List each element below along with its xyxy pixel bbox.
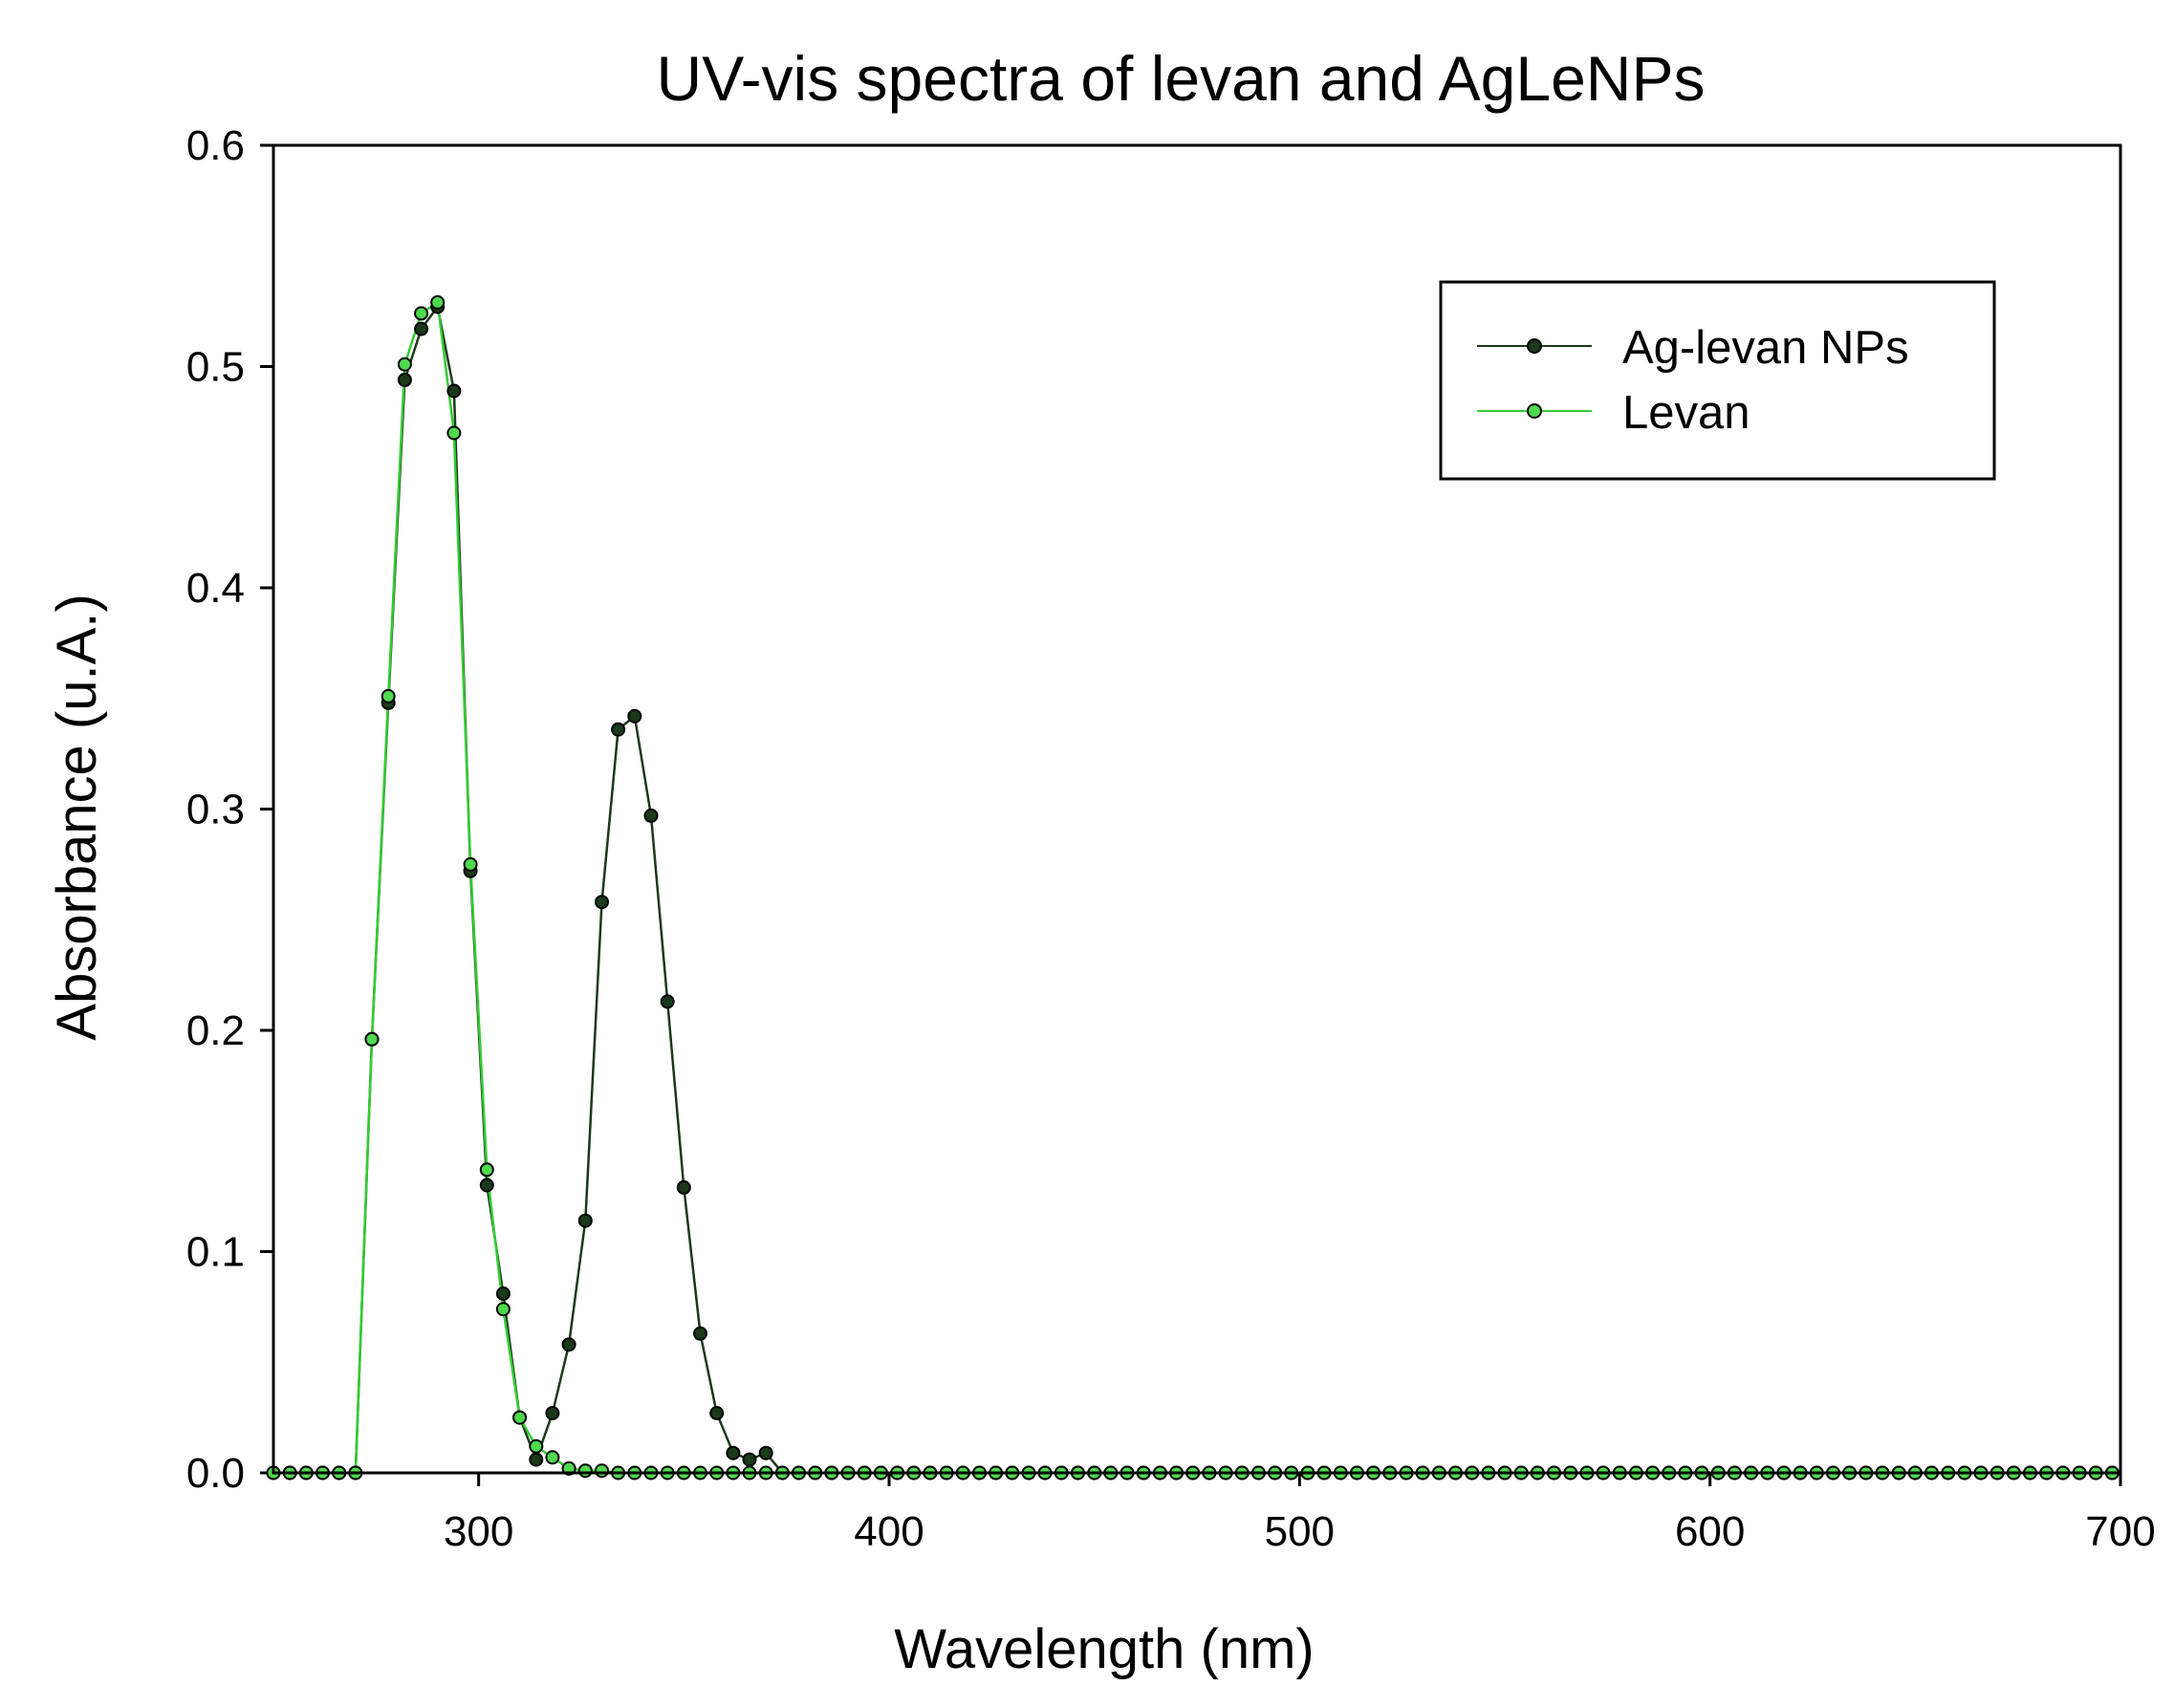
data-point	[446, 383, 462, 399]
data-point	[561, 1337, 576, 1352]
data-point	[446, 425, 462, 441]
data-point	[430, 294, 446, 310]
y-tick-label: 0.0	[186, 1450, 245, 1497]
data-point	[364, 1031, 380, 1047]
legend: Ag-levan NPs Levan	[1439, 280, 1996, 481]
y-tick-label: 0.6	[186, 122, 245, 169]
data-point	[595, 895, 609, 910]
legend-label-levan: Levan	[1622, 387, 1750, 439]
data-point	[577, 1463, 593, 1479]
data-point	[397, 372, 412, 387]
data-point	[758, 1445, 773, 1460]
data-point	[627, 708, 642, 724]
x-tick-label: 600	[1675, 1508, 1745, 1555]
data-point	[726, 1445, 741, 1460]
data-point	[414, 321, 429, 336]
data-point	[529, 1438, 544, 1454]
x-tick-label: 500	[1265, 1508, 1335, 1555]
data-point	[709, 1406, 725, 1420]
data-point	[545, 1406, 560, 1420]
data-point	[643, 808, 659, 823]
plot-area-frame	[272, 143, 2122, 1475]
data-point	[414, 306, 429, 321]
x-tick-label: 400	[854, 1508, 924, 1555]
x-axis-title: Wavelength (nm)	[894, 1618, 1314, 1680]
data-point	[479, 1178, 494, 1193]
y-tick-label: 0.1	[186, 1229, 245, 1276]
y-tick-label: 0.3	[186, 787, 245, 833]
legend-label-ag-levan: Ag-levan NPs	[1622, 322, 1909, 374]
data-point	[693, 1326, 707, 1341]
data-point	[479, 1162, 494, 1178]
data-point	[742, 1452, 757, 1467]
data-point	[577, 1213, 593, 1228]
data-point	[495, 1286, 511, 1301]
x-tick-label: 300	[444, 1508, 513, 1555]
data-point	[397, 357, 412, 372]
x-tick-label: 700	[2085, 1508, 2155, 1555]
legend-marker-levan	[1527, 403, 1542, 419]
data-point	[495, 1302, 511, 1317]
data-point	[545, 1450, 560, 1465]
y-axis-title: Absorbance (u.A.)	[46, 594, 108, 1040]
data-point	[512, 1410, 528, 1425]
legend-marker-ag-levan	[1527, 338, 1542, 354]
legend-box	[1439, 280, 1996, 481]
data-point	[529, 1452, 544, 1467]
y-tick-label: 0.2	[186, 1007, 245, 1054]
data-point	[660, 994, 675, 1009]
y-tick-label: 0.4	[186, 565, 245, 612]
data-point	[380, 688, 396, 703]
axis-ticks: 300 400 500 600 700 0.0 0.1 0.2 0.3 0.4 0.5 0.6	[186, 122, 2156, 1555]
data-point	[611, 722, 626, 737]
data-point	[676, 1179, 691, 1195]
data-point	[463, 856, 478, 872]
y-tick-label: 0.5	[186, 344, 245, 391]
chart-title: UV-vis spectra of levan and AgLeNPs	[657, 43, 1706, 114]
data-point	[595, 1463, 609, 1479]
